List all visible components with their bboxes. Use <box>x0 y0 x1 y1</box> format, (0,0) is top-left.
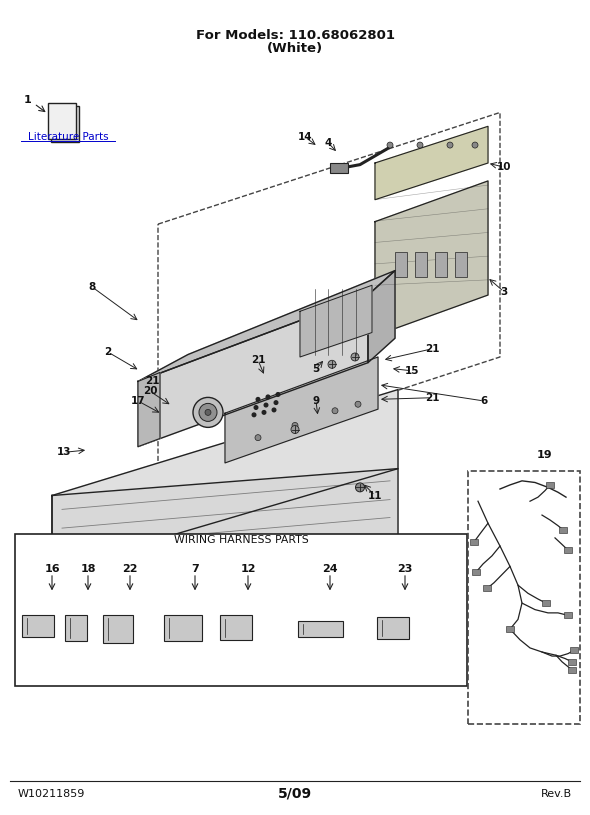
Text: 22: 22 <box>122 564 137 574</box>
Text: 11: 11 <box>368 491 382 500</box>
Text: 5: 5 <box>312 364 320 374</box>
Polygon shape <box>52 469 398 599</box>
Text: 15: 15 <box>405 366 419 376</box>
Polygon shape <box>138 372 160 447</box>
Bar <box>220 615 252 640</box>
Circle shape <box>199 403 217 421</box>
Circle shape <box>252 413 256 416</box>
Bar <box>483 585 491 592</box>
Text: For Models: 110.68062801: For Models: 110.68062801 <box>195 29 395 42</box>
Text: 12: 12 <box>240 564 255 574</box>
Polygon shape <box>375 126 488 200</box>
Text: 23: 23 <box>397 564 412 574</box>
Circle shape <box>266 395 270 399</box>
Text: 6: 6 <box>480 396 487 406</box>
Bar <box>48 103 76 139</box>
Circle shape <box>262 411 266 414</box>
Circle shape <box>332 408 338 414</box>
Circle shape <box>355 401 361 408</box>
Circle shape <box>274 401 278 404</box>
Polygon shape <box>138 271 395 381</box>
Bar <box>468 471 580 724</box>
Text: 3: 3 <box>500 287 507 297</box>
Text: 21: 21 <box>425 393 439 403</box>
Circle shape <box>417 142 423 148</box>
Bar <box>470 539 478 545</box>
Text: 16: 16 <box>44 564 60 574</box>
Text: 17: 17 <box>131 396 145 406</box>
Bar <box>564 612 572 619</box>
Circle shape <box>447 142 453 148</box>
Bar <box>298 621 343 637</box>
Bar <box>506 626 514 632</box>
Text: 21: 21 <box>145 377 159 386</box>
Bar <box>564 547 572 553</box>
Text: 5/09: 5/09 <box>278 786 312 801</box>
Text: 14: 14 <box>298 132 312 142</box>
Text: 20: 20 <box>143 386 158 396</box>
Circle shape <box>472 142 478 148</box>
Circle shape <box>255 434 261 441</box>
Circle shape <box>264 403 268 407</box>
Circle shape <box>205 409 211 416</box>
Bar <box>472 569 480 575</box>
Polygon shape <box>52 469 398 599</box>
Circle shape <box>193 398 223 427</box>
Text: 18: 18 <box>80 564 96 574</box>
Polygon shape <box>300 285 372 357</box>
Bar <box>22 615 54 637</box>
Text: 4: 4 <box>324 138 332 148</box>
Text: 1: 1 <box>24 95 32 105</box>
Circle shape <box>254 406 258 409</box>
Polygon shape <box>225 357 378 463</box>
Text: 9: 9 <box>313 396 320 406</box>
Bar <box>164 615 202 641</box>
Circle shape <box>256 398 260 401</box>
Bar <box>15 534 467 686</box>
Circle shape <box>356 482 365 492</box>
Bar <box>455 252 467 277</box>
Text: 7: 7 <box>191 564 199 574</box>
Circle shape <box>328 360 336 368</box>
Circle shape <box>351 353 359 361</box>
Bar <box>559 526 567 533</box>
Bar <box>415 252 427 277</box>
Text: Rev.B: Rev.B <box>541 789 572 799</box>
Text: 2: 2 <box>104 347 112 357</box>
Text: 19: 19 <box>536 450 552 460</box>
Circle shape <box>276 393 280 396</box>
Text: 21: 21 <box>251 355 266 365</box>
Text: 13: 13 <box>57 447 71 457</box>
Polygon shape <box>375 181 488 336</box>
Text: WIRING HARNESS PARTS: WIRING HARNESS PARTS <box>173 535 309 544</box>
Bar <box>435 252 447 277</box>
Polygon shape <box>138 295 368 447</box>
Text: W10211859: W10211859 <box>18 789 86 799</box>
Bar <box>568 667 576 673</box>
Bar <box>546 482 554 488</box>
Bar <box>542 600 550 606</box>
Bar <box>330 163 348 173</box>
Circle shape <box>292 422 298 429</box>
Bar <box>51 106 79 142</box>
Bar <box>395 252 407 277</box>
Text: 21: 21 <box>425 344 439 354</box>
Text: Literature Parts: Literature Parts <box>28 132 108 142</box>
Text: 24: 24 <box>322 564 338 574</box>
Circle shape <box>291 425 299 434</box>
Bar <box>65 615 87 641</box>
Text: 8: 8 <box>88 282 96 292</box>
Circle shape <box>387 142 393 148</box>
Bar <box>570 647 578 654</box>
Bar <box>103 615 133 643</box>
Text: 10: 10 <box>497 162 512 172</box>
Bar <box>377 617 409 638</box>
Bar <box>568 659 576 665</box>
Circle shape <box>272 408 276 412</box>
Polygon shape <box>52 390 398 570</box>
Text: (White): (White) <box>267 42 323 55</box>
Polygon shape <box>368 271 395 363</box>
